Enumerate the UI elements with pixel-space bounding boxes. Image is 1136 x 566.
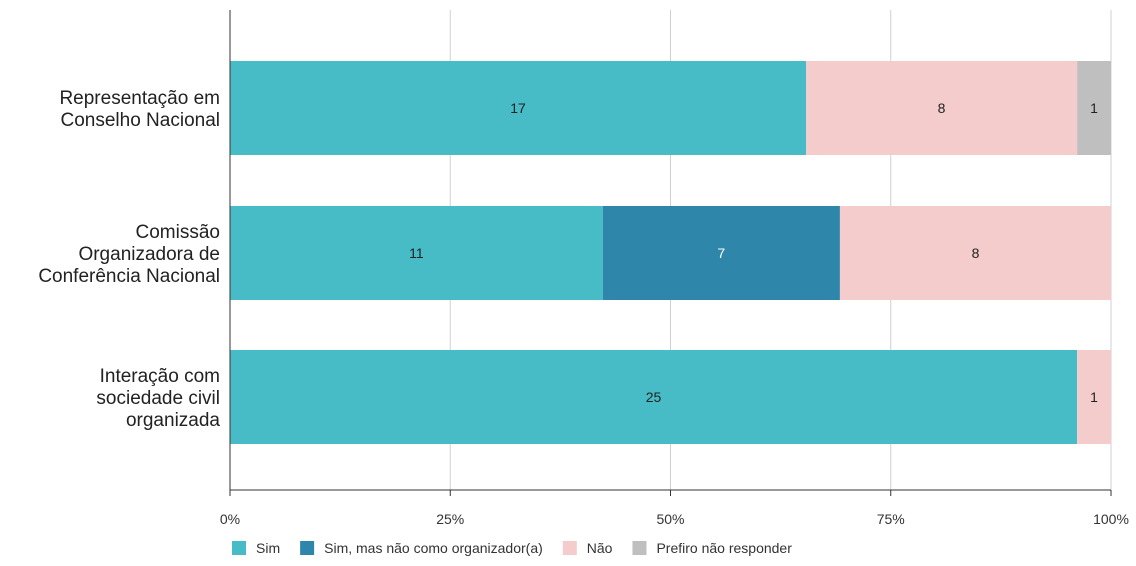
- x-tick-label: 100%: [1093, 511, 1129, 527]
- legend-item: Prefiro não responder: [632, 540, 792, 556]
- bar-segment: [230, 206, 603, 300]
- category-label-line: Conselho Nacional: [61, 110, 221, 131]
- bar-segment: [1077, 350, 1111, 444]
- data-label: 17: [510, 100, 526, 116]
- x-tick-label: 25%: [436, 511, 464, 527]
- data-label: 8: [972, 245, 980, 261]
- legend-swatch: [632, 541, 647, 555]
- axes: 0% 25% 50% 75% 100%: [220, 10, 1129, 527]
- bar-segment: [230, 350, 1078, 444]
- data-label: 1: [1090, 100, 1098, 116]
- legend: Sim Sim, mas não como organizador(a) Não Pr…: [232, 540, 792, 556]
- x-tick-label: 50%: [656, 511, 684, 527]
- bar-segment: [839, 206, 1111, 300]
- legend-swatch: [232, 541, 246, 555]
- legend-label: Sim, mas não como organizador(a): [324, 540, 543, 556]
- category-label: Representação em Conselho Nacional: [59, 88, 220, 131]
- legend-label: Não: [587, 540, 613, 556]
- category-label: Comissão Organizadora de Conferência Nacio…: [38, 222, 220, 287]
- category-label-line: Comissão: [136, 222, 220, 243]
- data-label: 7: [717, 245, 725, 261]
- bar-segment: [1077, 61, 1111, 155]
- data-label: 11: [409, 245, 424, 261]
- category-label-line: Conferência Nacional: [38, 266, 220, 287]
- category-label: Interação com sociedade civil organizada: [96, 366, 220, 431]
- legend-item: Sim, mas não como organizador(a): [300, 540, 543, 556]
- legend-swatch: [562, 541, 577, 555]
- x-tick-label: 75%: [877, 511, 905, 527]
- legend-item: Sim: [232, 540, 280, 556]
- bar-segment: [230, 61, 807, 155]
- data-label: 25: [646, 389, 662, 405]
- x-tick-label: 0%: [220, 511, 240, 527]
- category-label-line: Interação com: [100, 366, 220, 387]
- data-label: 1: [1090, 389, 1098, 405]
- bar-segment: [806, 61, 1078, 155]
- legend-label: Sim: [256, 540, 280, 556]
- category-label-line: organizada: [126, 410, 220, 431]
- data-label: 8: [938, 100, 946, 116]
- category-labels: Representação em Conselho Nacional Comissã…: [38, 88, 220, 431]
- category-label-line: Organizadora de: [78, 244, 220, 265]
- legend-swatch: [300, 541, 315, 555]
- bars: 17 8 111 7 825 1: [230, 61, 1111, 444]
- legend-label: Prefiro não responder: [656, 540, 792, 556]
- bar-segment: [602, 206, 840, 300]
- category-label-line: Representação em: [59, 88, 220, 109]
- category-label-line: sociedade civil: [96, 388, 220, 409]
- legend-item: Não: [562, 540, 613, 556]
